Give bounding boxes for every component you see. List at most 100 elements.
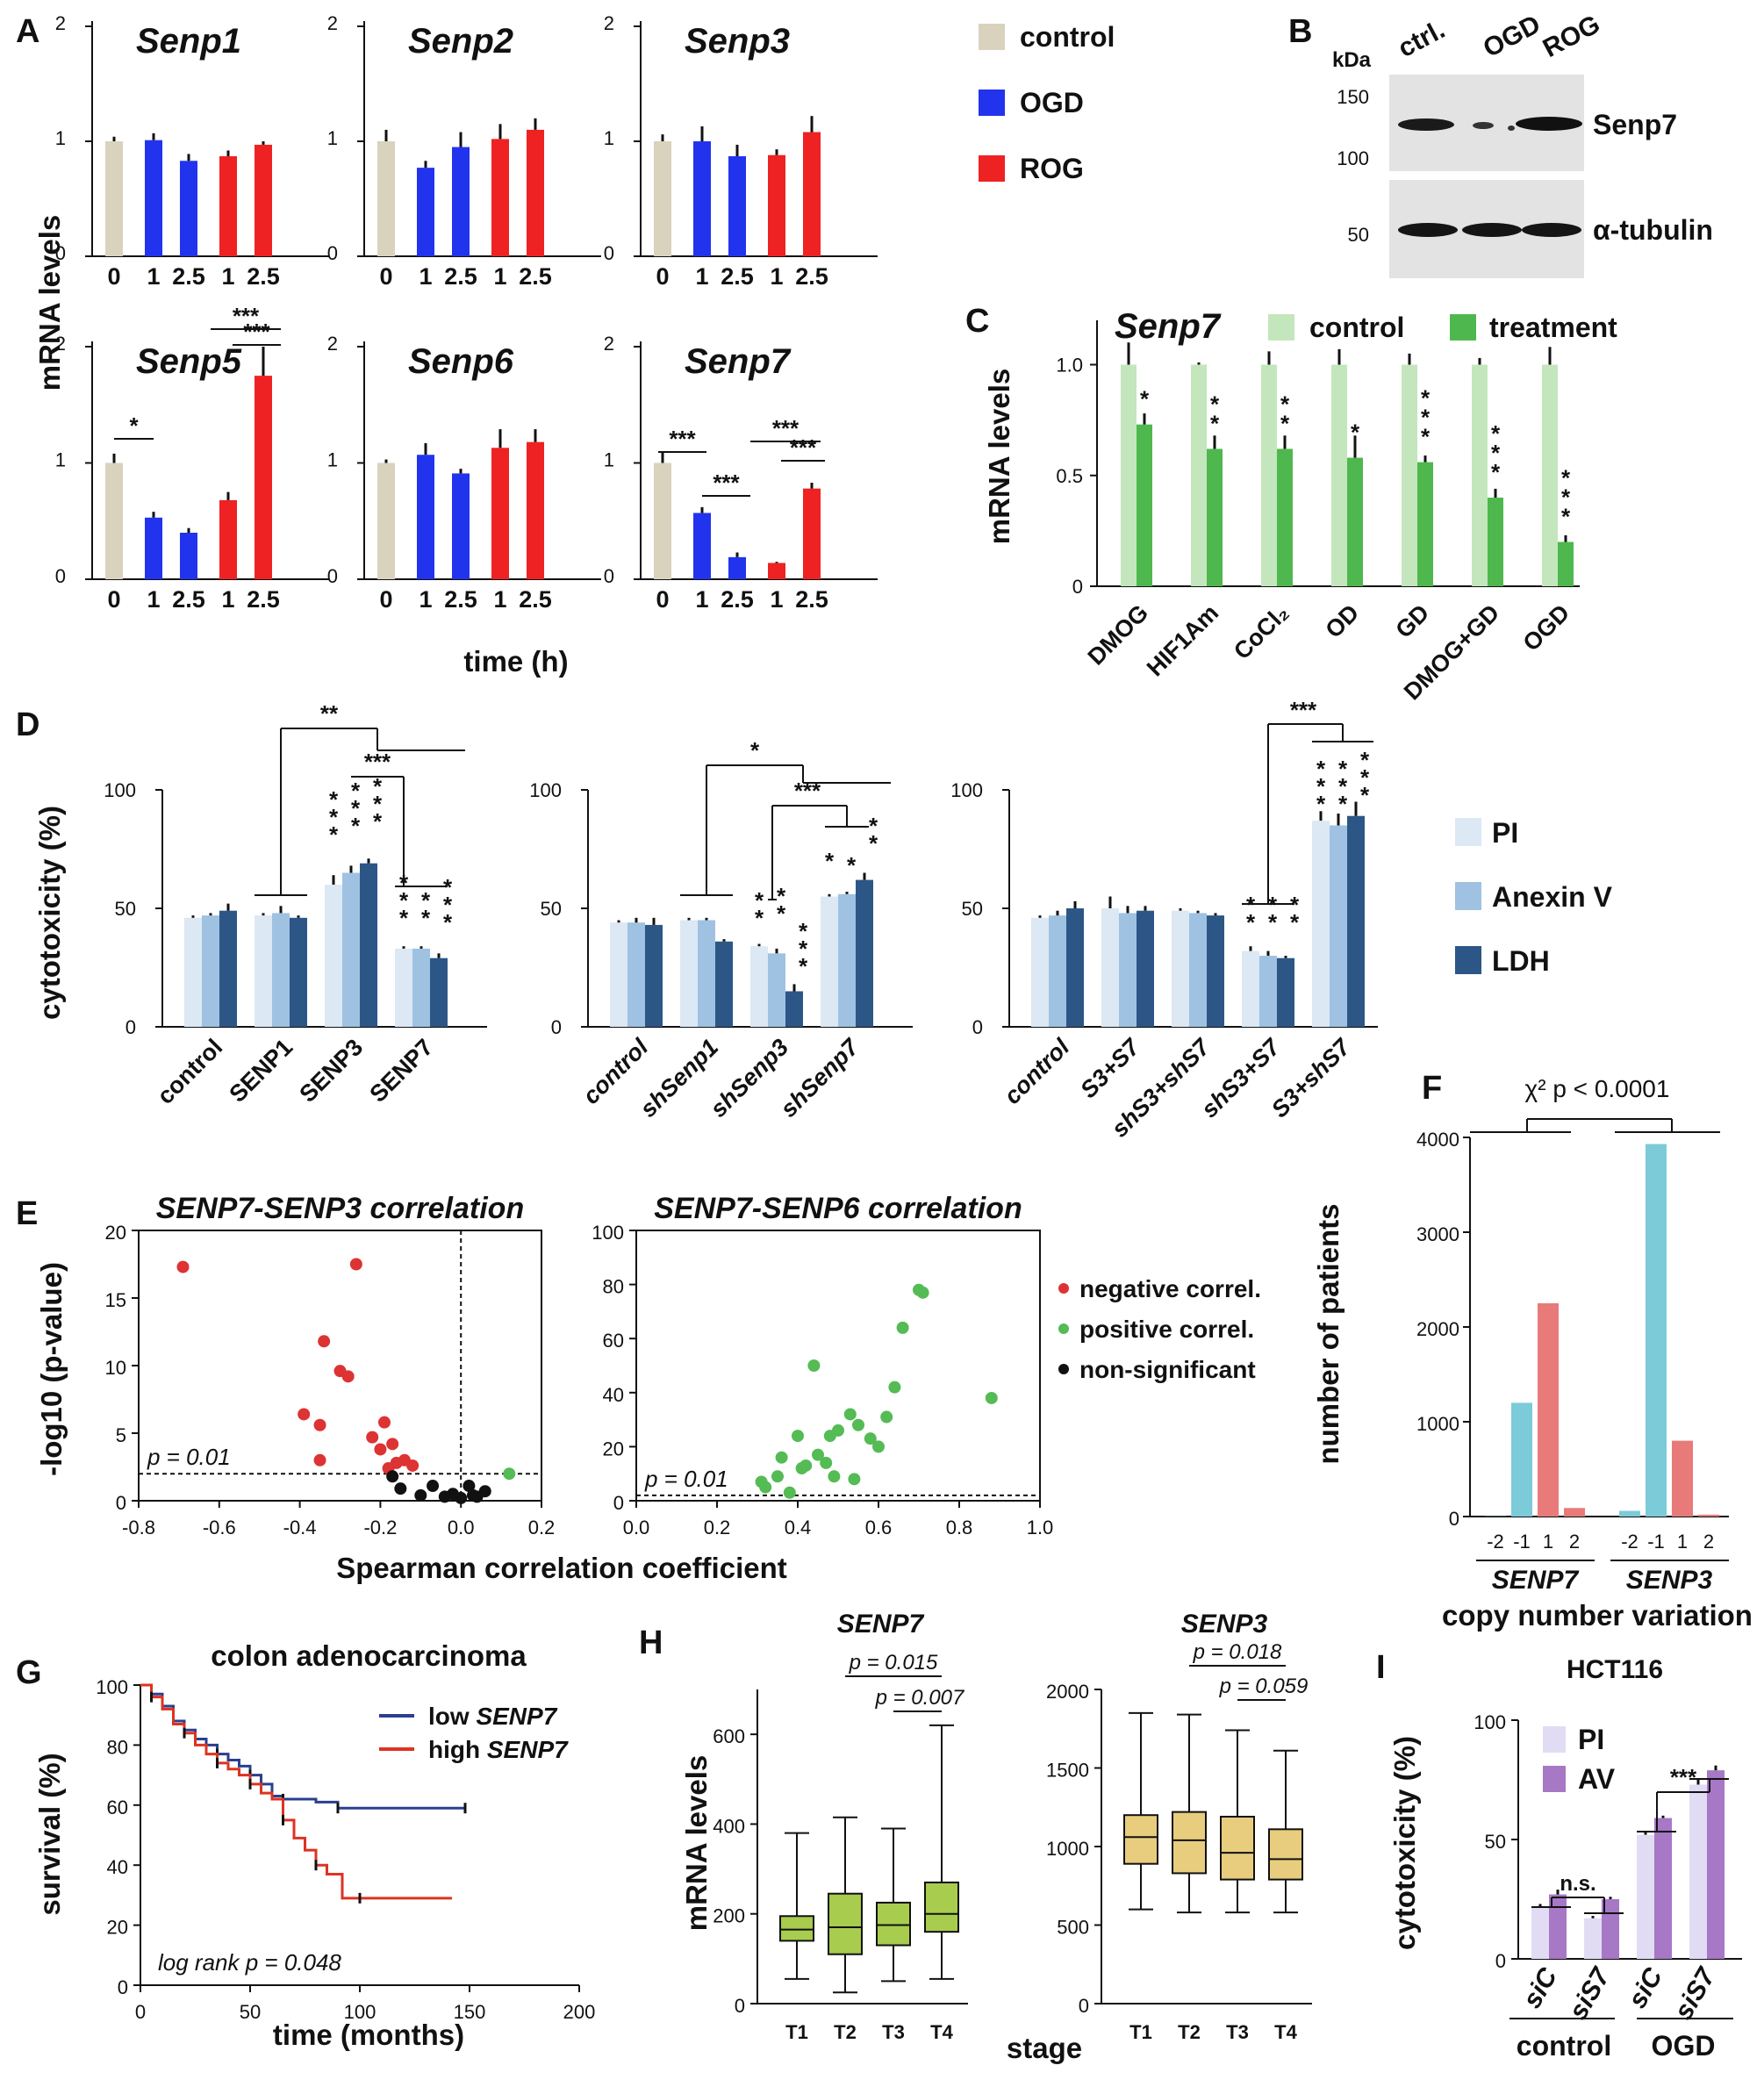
legend-swatch <box>1543 1766 1566 1792</box>
significance-star: * <box>1351 420 1360 446</box>
x-tick-label: 0 <box>379 586 392 613</box>
threshold-label: p = 0.01 <box>147 1444 231 1470</box>
legend-label: non-significant <box>1079 1356 1256 1383</box>
significance-star: * <box>1360 747 1370 773</box>
y-tick-label: 20 <box>603 1438 624 1459</box>
significance-star: * <box>755 887 764 914</box>
panel-a-xlabel: time (h) <box>463 645 568 678</box>
significance-star: * <box>1338 773 1348 800</box>
x-tick-label: 1 <box>147 263 160 290</box>
panel-label-C: C <box>965 303 989 340</box>
bar <box>1137 910 1154 1027</box>
y-tick-label: 1 <box>327 449 338 471</box>
scatter-point <box>406 1459 419 1472</box>
significance-star: * <box>421 887 431 914</box>
panel-label-D: D <box>16 706 39 743</box>
bar <box>395 948 412 1027</box>
panel-d-ylabel: cytotoxicity (%) <box>33 806 66 1020</box>
x-tick-label: 0 <box>656 586 669 613</box>
x-tick-label: T2 <box>834 2021 857 2043</box>
bar <box>1207 915 1224 1027</box>
y-tick-label: 2 <box>55 333 66 355</box>
y-tick-label: 0 <box>551 1016 562 1038</box>
bar <box>768 563 785 579</box>
x-tick-label: 2.5 <box>444 586 477 613</box>
y-tick-label: 0 <box>604 565 614 587</box>
significance-star: * <box>1210 391 1220 417</box>
panel-e-ylabel: -log10 (p-value) <box>35 1262 68 1476</box>
bar <box>1538 1303 1559 1517</box>
scatter-point <box>386 1438 399 1451</box>
y-tick-label: 60 <box>107 1797 128 1818</box>
pvalue-label: p = 0.007 <box>875 1686 965 1710</box>
legend-label: LDH <box>1492 945 1550 977</box>
scatter-point <box>783 1486 796 1499</box>
bar <box>1312 821 1330 1027</box>
bar <box>219 499 237 579</box>
x-tick-label: S3+S7 <box>1075 1033 1145 1103</box>
significance-stars: *** <box>669 426 696 452</box>
x-tick-label: T3 <box>882 2021 905 2043</box>
scatter-point <box>843 1408 857 1421</box>
bar <box>1654 1818 1672 1959</box>
legend-swatch <box>1455 882 1481 910</box>
scatter-point <box>463 1480 476 1493</box>
significance-star: * <box>1421 385 1431 412</box>
significance-star: * <box>1246 909 1256 936</box>
panel-g-chart: 0 50 100 150 200 0 20 40 60 80 100 colon adenocarci… <box>33 1639 595 2051</box>
pvalue-label: p = 0.018 <box>1193 1640 1282 1664</box>
scatter-point <box>313 1453 326 1467</box>
x-tick-label: 200 <box>563 2001 596 2023</box>
x-tick-label: 0.4 <box>785 1517 812 1538</box>
box <box>1123 1814 1158 1865</box>
legend-label: AV <box>1578 1763 1616 1795</box>
scatter-point <box>896 1321 909 1334</box>
legend-label: control <box>1020 21 1115 53</box>
y-tick-label: 1.0 <box>1056 355 1083 377</box>
box <box>1268 1828 1303 1881</box>
significance-star: * <box>1421 405 1431 431</box>
legend-label: PI <box>1578 1724 1604 1755</box>
legend-swatch <box>1543 1726 1566 1753</box>
significance-star: * <box>373 791 383 817</box>
y-tick-label: 0 <box>327 242 338 264</box>
panel-a-ylabel: mRNA levels <box>33 215 66 391</box>
y-tick-label: 1 <box>55 127 66 149</box>
significance-stars: *** <box>364 749 391 775</box>
significance-star: * <box>1268 892 1278 918</box>
legend-label: PI <box>1492 817 1518 849</box>
significance-star: * <box>799 936 808 962</box>
scatter-point <box>374 1443 387 1456</box>
bar <box>1121 364 1137 586</box>
significance-star: * <box>1561 484 1571 511</box>
significance-star: * <box>1140 386 1150 412</box>
significance-stars: *** <box>794 778 821 804</box>
y-tick-label: 100 <box>1474 1711 1506 1733</box>
scatter-point <box>820 1456 833 1469</box>
bar <box>1672 1440 1693 1517</box>
legend-gene: SENP7 <box>487 1736 569 1763</box>
panel-c-chart: 0 0.5 1.0 mRNA levels Senp7 control treatment *… <box>983 307 1617 705</box>
panel-h-ylabel: mRNA levels <box>680 1755 713 1932</box>
y-tick-label: 50 <box>115 898 136 920</box>
y-tick-label: 0 <box>1072 576 1083 598</box>
significance-star: * <box>777 883 786 909</box>
bar <box>180 161 197 256</box>
x-tick-label: CoCl₂ <box>1229 599 1294 664</box>
lane-label: ctrl. <box>1394 15 1450 63</box>
bar <box>105 463 123 579</box>
significance-star: * <box>399 870 409 896</box>
y-tick-label: 20 <box>105 1222 126 1244</box>
gene-title: Senp7 <box>1115 307 1222 346</box>
bar <box>1511 1402 1532 1517</box>
x-tick-label: SENP7 <box>364 1034 438 1108</box>
bar <box>1031 917 1049 1027</box>
x-tick-label: control <box>999 1034 1074 1109</box>
significance-star: * <box>421 905 431 931</box>
significance-star: * <box>799 953 808 979</box>
bar <box>715 941 733 1027</box>
scatter-point <box>880 1410 893 1424</box>
significance-star: * <box>329 804 339 830</box>
group-label: OGD <box>1652 2030 1716 2062</box>
